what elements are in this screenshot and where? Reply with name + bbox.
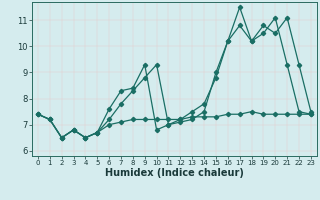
X-axis label: Humidex (Indice chaleur): Humidex (Indice chaleur) [105, 168, 244, 178]
